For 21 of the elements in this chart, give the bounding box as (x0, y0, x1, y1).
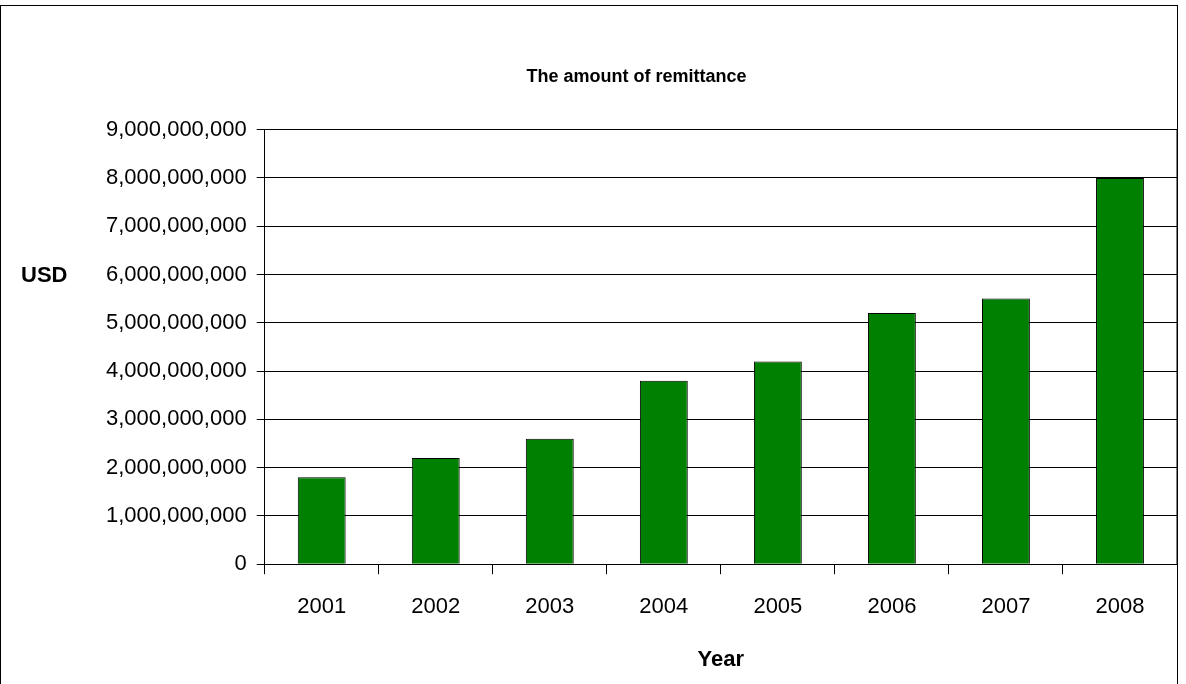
x-tick-label: 2004 (639, 593, 689, 619)
x-tick-label: 2006 (867, 593, 917, 619)
y-tick-label: 5,000,000,000 (105, 308, 247, 334)
x-tick-label: 2003 (525, 593, 575, 619)
y-axis-title: USD (21, 262, 68, 288)
y-tick-label: 0 (234, 550, 247, 576)
y-tick-label: 9,000,000,000 (105, 115, 247, 141)
chart-title: The amount of remittance (526, 65, 747, 86)
y-tick-label: 8,000,000,000 (105, 163, 247, 189)
x-tick-label: 2005 (753, 593, 803, 619)
x-axis-title: Year (697, 645, 745, 671)
x-tick-label: 2001 (297, 593, 347, 619)
y-tick-label: 1,000,000,000 (105, 501, 247, 527)
y-tick-label: 6,000,000,000 (105, 260, 247, 286)
x-tick-label: 2008 (1095, 593, 1145, 619)
y-tick-label: 7,000,000,000 (105, 212, 247, 238)
y-tick-label: 3,000,000,000 (105, 405, 247, 431)
y-tick-label: 4,000,000,000 (105, 357, 247, 383)
x-tick-label: 2002 (411, 593, 461, 619)
y-tick-label: 2,000,000,000 (105, 453, 247, 479)
x-tick-label: 2007 (981, 593, 1031, 619)
